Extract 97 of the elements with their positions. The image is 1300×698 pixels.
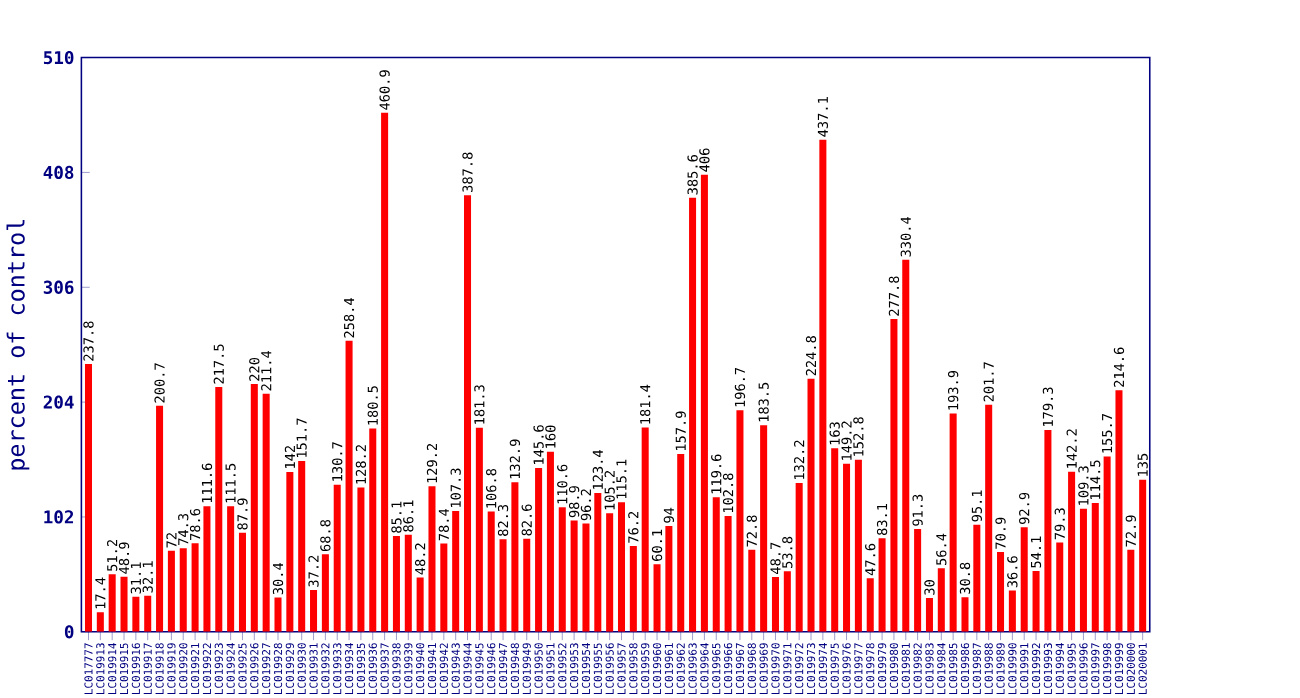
- bar: [440, 543, 448, 633]
- bar: [1115, 390, 1123, 633]
- bar: [949, 413, 957, 633]
- bar: [843, 464, 851, 633]
- bar: [179, 548, 187, 633]
- bar: [985, 405, 993, 633]
- bar: [1091, 503, 1099, 633]
- y-tick-label: 306: [43, 281, 74, 295]
- bar: [1044, 430, 1052, 633]
- bar: [606, 513, 614, 633]
- bar: [250, 384, 258, 633]
- bar: [310, 590, 318, 633]
- bar: [1008, 591, 1016, 633]
- bar: [262, 394, 270, 633]
- bar: [937, 568, 945, 633]
- bar: [819, 140, 827, 633]
- bar: [878, 538, 886, 633]
- bar: [120, 577, 128, 633]
- y-tick-label: 204: [43, 395, 74, 410]
- bar: [404, 535, 412, 633]
- bar: [108, 574, 116, 633]
- y-tick-label: 510: [43, 51, 74, 65]
- bar: [546, 452, 554, 633]
- bar: [357, 487, 365, 633]
- bar: [132, 597, 140, 633]
- bar: [1079, 509, 1087, 633]
- bar: [558, 507, 566, 633]
- bar: [156, 406, 164, 633]
- bar: [1127, 550, 1135, 633]
- bar: [345, 341, 353, 633]
- bar: [227, 506, 235, 633]
- bar: [298, 461, 306, 633]
- y-axis-title: percent of control: [6, 220, 30, 470]
- bar: [961, 597, 969, 633]
- bar: [203, 506, 211, 633]
- bar: [890, 319, 898, 633]
- bar: [854, 460, 862, 633]
- bar: [736, 410, 744, 633]
- bar: [487, 512, 495, 633]
- bar: [475, 428, 483, 633]
- bar: [535, 468, 543, 633]
- bar: [144, 596, 152, 633]
- y-tick-label: 0: [64, 625, 74, 639]
- bar: [523, 539, 531, 633]
- bar: [582, 523, 590, 633]
- bar: [274, 598, 282, 633]
- bar: [629, 546, 637, 633]
- y-tick-label: 408: [43, 166, 74, 180]
- bar: [997, 552, 1005, 633]
- bar: [914, 529, 922, 633]
- bar: [1068, 472, 1076, 633]
- bar: [1020, 527, 1028, 633]
- bar: [724, 516, 732, 633]
- bar: [700, 175, 708, 633]
- bar: [96, 612, 104, 633]
- bar: [1103, 456, 1111, 633]
- bar: [191, 543, 199, 633]
- bar: [215, 387, 223, 633]
- bar: [653, 564, 661, 633]
- bar: [665, 526, 673, 633]
- bar: [286, 472, 294, 633]
- bar: [381, 113, 389, 633]
- bar: [1032, 571, 1040, 633]
- bar: [771, 577, 779, 633]
- bar: [760, 425, 768, 633]
- bar: [677, 454, 685, 633]
- bar: [1056, 542, 1064, 633]
- bar: [333, 485, 341, 633]
- bar: [807, 379, 815, 633]
- bar: [452, 511, 460, 633]
- bar: [866, 578, 874, 633]
- bar: [925, 598, 933, 633]
- bar: [167, 551, 175, 633]
- bar: [84, 364, 93, 633]
- bar: [428, 486, 436, 633]
- bar: [641, 428, 649, 633]
- bar: [1139, 480, 1147, 633]
- y-tick-label: 102: [44, 510, 74, 525]
- bar: [499, 539, 507, 633]
- bar: [973, 525, 981, 633]
- bar: [464, 195, 472, 633]
- bar: [831, 448, 839, 633]
- bar: [321, 554, 329, 633]
- bar: [783, 571, 791, 633]
- bar: [902, 260, 910, 633]
- bar: [392, 536, 400, 633]
- bar: [795, 483, 803, 633]
- bar: [748, 550, 756, 633]
- bar: [416, 577, 424, 633]
- bar: [369, 429, 377, 633]
- bar: [689, 198, 697, 633]
- bar: [712, 497, 720, 633]
- bar: [617, 502, 626, 633]
- bar: [570, 520, 578, 633]
- bar: [238, 533, 246, 633]
- bar: [511, 482, 519, 633]
- bar: [594, 493, 602, 633]
